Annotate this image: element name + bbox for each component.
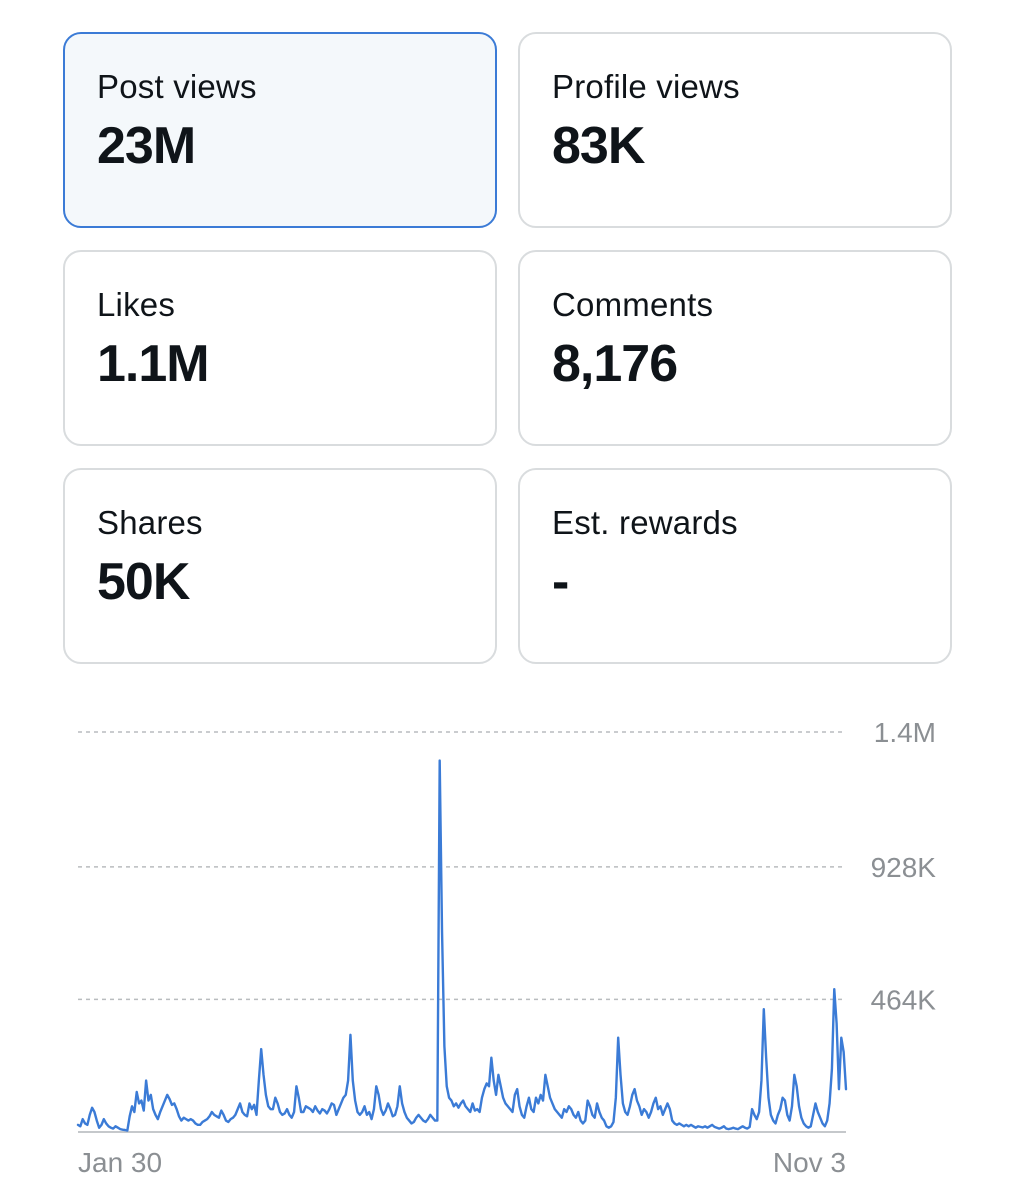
- metric-card-shares[interactable]: Shares 50K: [63, 468, 497, 664]
- post-views-chart[interactable]: 1.4M 928K 464K Jan 30 Nov 3: [0, 700, 1014, 1199]
- metric-value: 23M: [97, 117, 196, 175]
- metric-card-comments[interactable]: Comments 8,176: [518, 250, 952, 446]
- line-chart[interactable]: 1.4M 928K 464K Jan 30 Nov 3: [0, 700, 1014, 1199]
- metric-label: Likes: [97, 286, 176, 323]
- metric-value: 1.1M: [97, 335, 210, 393]
- metric-value: 50K: [97, 553, 190, 611]
- y-tick-label: 1.4M: [874, 717, 936, 748]
- grid-layer: [78, 731, 846, 1001]
- metric-card-est-rewards[interactable]: Est. rewards -: [518, 468, 952, 664]
- x-start-label: Jan 30: [78, 1147, 162, 1178]
- metric-label: Comments: [552, 286, 714, 323]
- metric-card-profile-views[interactable]: Profile views 83K: [518, 32, 952, 228]
- y-tick-label: 928K: [871, 852, 937, 883]
- metric-label: Post views: [97, 68, 257, 105]
- metric-label: Shares: [97, 504, 203, 541]
- series-line: [76, 759, 848, 1132]
- metric-label: Est. rewards: [552, 504, 738, 541]
- y-tick-label: 464K: [871, 984, 937, 1015]
- metric-card-likes[interactable]: Likes 1.1M: [63, 250, 497, 446]
- metric-value: -: [552, 553, 569, 611]
- metric-card-post-views[interactable]: Post views 23M: [63, 32, 497, 228]
- metric-label: Profile views: [552, 68, 740, 105]
- x-end-label: Nov 3: [773, 1147, 846, 1178]
- metric-value: 8,176: [552, 335, 678, 393]
- y-tick-labels: 1.4M 928K 464K: [871, 717, 937, 1015]
- metric-value: 83K: [552, 117, 645, 175]
